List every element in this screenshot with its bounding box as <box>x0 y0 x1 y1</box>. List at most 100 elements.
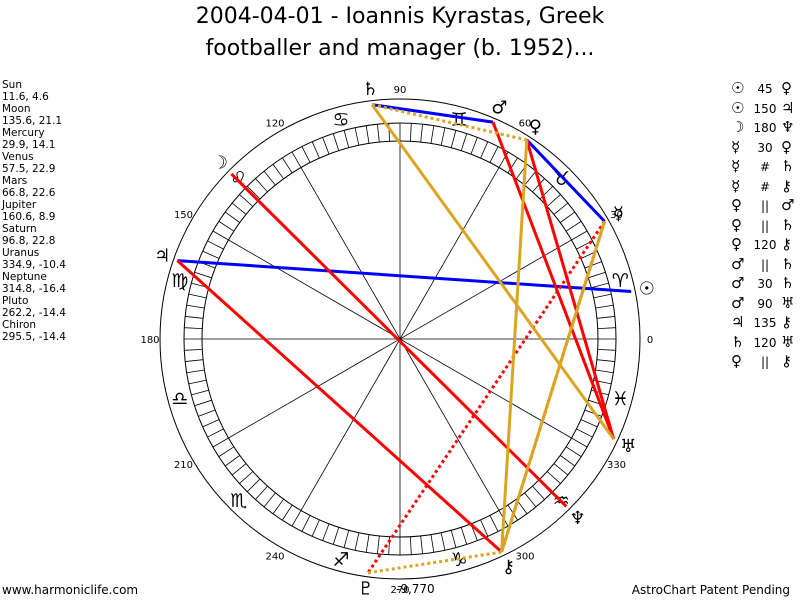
planet-positions-table: Sun 11.6, 4.6 Moon 135.6, 21.1 Mercury 2… <box>2 79 66 343</box>
aspect-planet-2: ⚷ <box>781 176 792 195</box>
degree-tick <box>584 261 602 269</box>
degree-tick <box>188 379 207 385</box>
aspect-planet-1: ☿ <box>731 176 741 195</box>
degree-label: 150 <box>174 210 193 221</box>
degree-tick <box>301 515 311 532</box>
aspect-list: ☉ 45 ♀ ☉ 150 ♃ ☽ 180 ♆ ☿ 30 ♀ ☿ # ♄ ☿ # ⚷ ♀ || ♂ ♀ || ♄ ♀ 120 ⚷ ♂ ||… <box>731 79 797 372</box>
aspect-line <box>525 139 616 440</box>
degree-tick <box>263 492 276 508</box>
aspect-row: ♃ 135 ⚷ <box>731 313 797 333</box>
degree-tick <box>595 304 614 309</box>
planet-name: Mars <box>2 175 28 187</box>
degree-tick <box>480 519 489 537</box>
aspect-planet-2: ♄ <box>781 274 795 292</box>
planet-glyph: ♄ <box>362 79 378 100</box>
planet-name: Neptune <box>2 271 47 283</box>
degree-tick <box>553 463 569 476</box>
degree-tick <box>185 359 204 362</box>
degree-label: 30 <box>610 210 623 221</box>
planet-name: Uranus <box>2 247 40 259</box>
degree-tick <box>202 419 220 428</box>
aspect-value: 120 <box>753 335 777 350</box>
degree-tick <box>559 211 575 223</box>
degree-tick <box>409 123 412 142</box>
aspect-planet-2: ⚷ <box>781 235 792 253</box>
degree-tick <box>212 437 229 448</box>
aspect-planet-2: ♃ <box>781 98 795 117</box>
degree-tick <box>571 230 588 241</box>
planet-values: 314.8, -16.4 <box>2 283 66 295</box>
aspect-planet-2: ♀ <box>781 137 792 156</box>
aspect-value: # <box>759 179 771 194</box>
degree-tick <box>255 178 268 193</box>
degree-tick <box>595 369 614 374</box>
degree-tick <box>365 534 370 553</box>
planet-glyph: ♂ <box>491 97 507 118</box>
degree-tick <box>596 316 615 319</box>
aspect-planet-2: ⚷ <box>781 313 792 331</box>
aspect-line <box>371 103 494 124</box>
planet-name: Sun <box>2 79 22 91</box>
footer-website: www.harmoniclife.com <box>2 583 139 597</box>
degree-tick <box>311 141 320 159</box>
planet-values: 11.6, 4.6 <box>2 91 49 103</box>
degree-tick <box>194 399 212 407</box>
degree-tick <box>186 304 205 309</box>
aspect-planet-1: ☉ <box>731 79 745 97</box>
aspect-value: 30 <box>757 140 773 155</box>
aspect-planet-1: ♄ <box>731 332 745 351</box>
planet-values: 262.2, -14.4 <box>2 307 66 319</box>
degree-labels: 0 30 60 90 120 150 180 210 240 270 300 330 <box>140 85 653 596</box>
aspect-line <box>370 103 615 440</box>
aspect-value: || <box>760 257 770 272</box>
degree-tick <box>365 125 370 144</box>
degree-tick <box>546 194 561 207</box>
degree-tick <box>198 409 216 417</box>
degree-tick <box>322 523 330 541</box>
degree-label: 330 <box>607 460 626 471</box>
degree-tick <box>185 316 204 319</box>
aspect-row: ♂ || ♄ <box>731 255 797 275</box>
aspect-row: ♄ 120 ♅ <box>731 333 797 353</box>
degree-tick <box>332 527 340 545</box>
degree-tick <box>354 532 360 551</box>
degree-tick <box>291 510 302 527</box>
zodiac-sign-glyph: ♍ <box>171 270 188 292</box>
aspect-row: ☿ # ♄ <box>731 157 797 177</box>
planet-glyph: ⚷ <box>502 556 515 577</box>
aspect-planet-1: ♀ <box>731 235 742 253</box>
aspect-planet-2: ♄ <box>781 254 795 273</box>
zodiac-sign-glyph: ♐ <box>332 549 349 571</box>
aspect-lines <box>176 103 632 575</box>
outer-ring <box>159 98 641 580</box>
bottom-value-label: -9,770 <box>396 582 435 596</box>
degree-tick <box>188 293 207 299</box>
planet-values: 96.8, 22.8 <box>2 235 56 247</box>
degree-tick <box>191 389 209 396</box>
degree-tick <box>480 141 489 159</box>
zodiac-sign-glyph: ♓ <box>612 388 629 410</box>
planet-glyph: ♇ <box>358 579 374 600</box>
planet-values: 57.5, 22.9 <box>2 163 56 175</box>
degree-tick <box>489 146 499 163</box>
degree-tick <box>218 446 235 457</box>
aspect-row: ♂ 30 ♄ <box>731 274 797 294</box>
planet-glyph: ♀ <box>529 116 542 137</box>
degree-tick <box>239 471 254 484</box>
planet-glyph: ☽ <box>212 153 228 174</box>
degree-tick <box>246 185 261 200</box>
degree-tick <box>450 130 457 148</box>
planet-values: 135.6, 21.1 <box>2 115 63 127</box>
degree-label: 120 <box>265 118 284 129</box>
degree-tick <box>239 194 254 207</box>
degree-tick <box>470 137 478 155</box>
degree-tick <box>377 124 380 143</box>
aspect-line <box>367 550 502 575</box>
chart-title-line-2: footballer and manager (b. 1952)... <box>205 36 595 61</box>
degree-tick <box>460 133 468 151</box>
aspect-planet-2: ⚷ <box>781 352 792 370</box>
aspect-value: 180 <box>753 121 777 135</box>
aspect-row: ☉ 150 ♃ <box>731 99 797 119</box>
degree-tick <box>255 485 268 500</box>
